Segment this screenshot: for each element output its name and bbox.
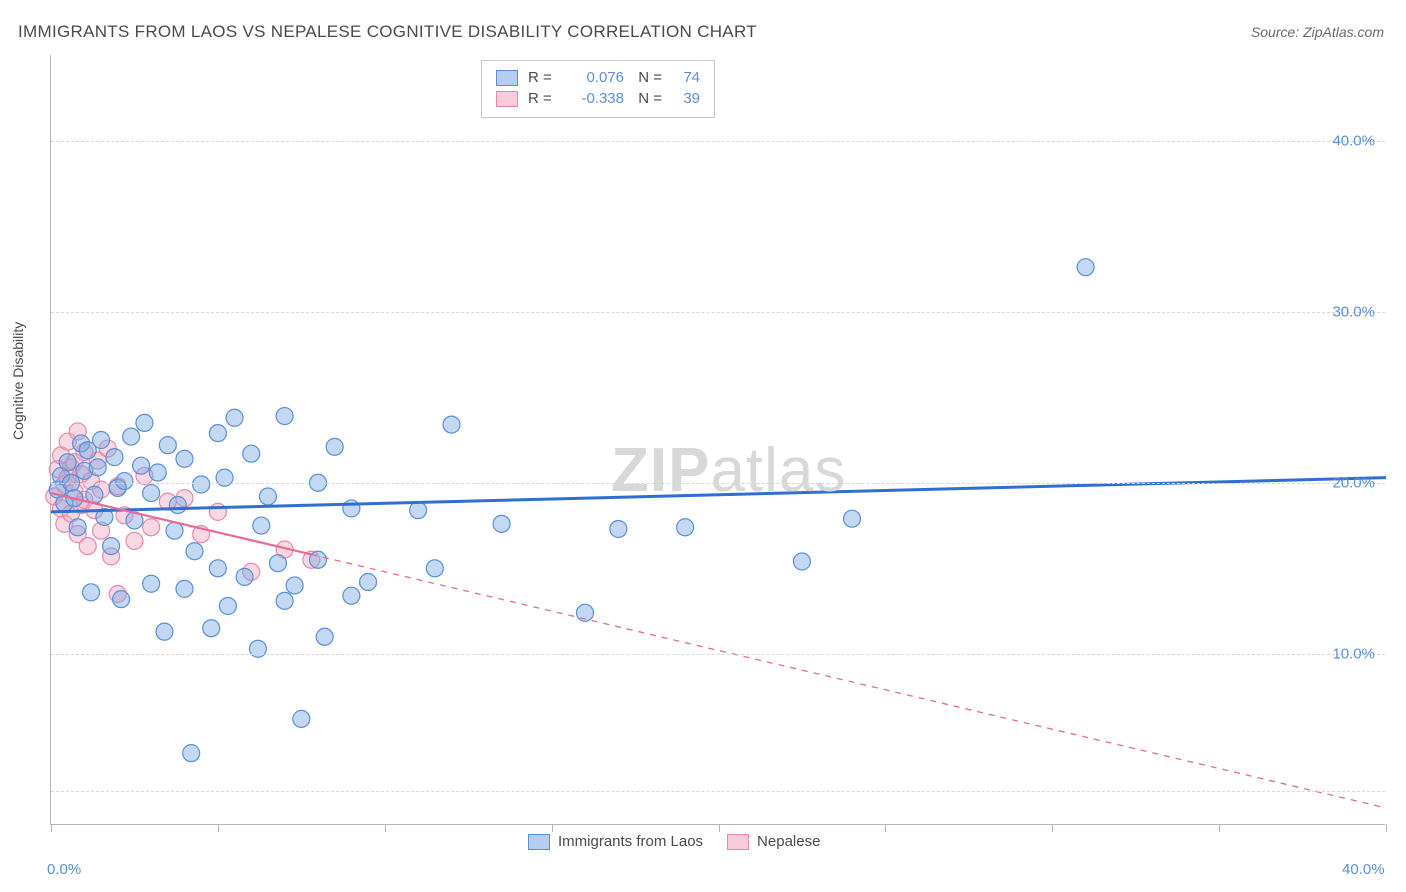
scatter-point xyxy=(236,568,253,585)
scatter-point xyxy=(293,710,310,727)
scatter-point xyxy=(133,457,150,474)
scatter-point xyxy=(176,580,193,597)
scatter-point xyxy=(276,408,293,425)
r-label: R = xyxy=(528,69,558,86)
scatter-point xyxy=(89,459,106,476)
legend-item-0: Immigrants from Laos xyxy=(528,833,703,850)
y-axis-label: Cognitive Disability xyxy=(10,322,26,440)
scatter-point xyxy=(143,519,160,536)
scatter-point xyxy=(219,597,236,614)
scatter-point xyxy=(193,476,210,493)
chart-title: IMMIGRANTS FROM LAOS VS NEPALESE COGNITI… xyxy=(18,22,757,42)
scatter-point xyxy=(143,485,160,502)
scatter-point xyxy=(113,591,130,608)
scatter-point xyxy=(203,620,220,637)
scatter-point xyxy=(677,519,694,536)
scatter-point xyxy=(209,425,226,442)
series-legend: Immigrants from Laos Nepalese xyxy=(528,833,820,850)
n-label: N = xyxy=(634,90,662,107)
scatter-point xyxy=(426,560,443,577)
scatter-point xyxy=(243,445,260,462)
n-value-0: 74 xyxy=(672,69,700,86)
scatter-point xyxy=(209,560,226,577)
x-tick-label: 0.0% xyxy=(47,861,81,878)
trend-line-dashed xyxy=(311,554,1386,807)
scatter-point xyxy=(343,587,360,604)
scatter-point xyxy=(159,437,176,454)
scatter-point xyxy=(156,623,173,640)
y-tick-label: 30.0% xyxy=(1332,303,1375,320)
scatter-point xyxy=(59,454,76,471)
r-value-0: 0.076 xyxy=(568,69,624,86)
scatter-point xyxy=(143,575,160,592)
y-tick-label: 10.0% xyxy=(1332,645,1375,662)
scatter-point xyxy=(106,449,123,466)
swatch-blue-icon xyxy=(496,70,518,86)
scatter-point xyxy=(123,428,140,445)
stats-legend: R = 0.076 N = 74 R = -0.338 N = 39 xyxy=(481,60,715,118)
scatter-point xyxy=(793,553,810,570)
x-tick-label: 40.0% xyxy=(1342,861,1385,878)
source-label: Source: ZipAtlas.com xyxy=(1251,24,1384,40)
scatter-point xyxy=(183,745,200,762)
swatch-blue-icon xyxy=(528,834,550,850)
scatter-point xyxy=(1077,259,1094,276)
legend-item-1: Nepalese xyxy=(727,833,820,850)
scatter-point xyxy=(69,519,86,536)
scatter-point xyxy=(269,555,286,572)
stats-legend-row-0: R = 0.076 N = 74 xyxy=(496,67,700,88)
scatter-point xyxy=(343,500,360,517)
n-value-1: 39 xyxy=(672,90,700,107)
scatter-point xyxy=(410,502,427,519)
scatter-point xyxy=(253,517,270,534)
scatter-point xyxy=(226,409,243,426)
y-tick-label: 20.0% xyxy=(1332,474,1375,491)
n-label: N = xyxy=(634,69,662,86)
scatter-point xyxy=(176,450,193,467)
scatter-point xyxy=(136,414,153,431)
stats-legend-row-1: R = -0.338 N = 39 xyxy=(496,88,700,109)
r-value-1: -0.338 xyxy=(568,90,624,107)
scatter-point xyxy=(310,551,327,568)
scatter-point xyxy=(166,522,183,539)
scatter-point xyxy=(149,464,166,481)
scatter-point xyxy=(209,503,226,520)
scatter-point xyxy=(610,520,627,537)
scatter-point xyxy=(86,486,103,503)
scatter-point xyxy=(83,584,100,601)
scatter-point xyxy=(116,473,133,490)
scatter-point xyxy=(360,574,377,591)
scatter-point xyxy=(103,538,120,555)
scatter-point xyxy=(326,438,343,455)
legend-label-1: Nepalese xyxy=(757,833,820,850)
swatch-pink-icon xyxy=(727,834,749,850)
scatter-point xyxy=(286,577,303,594)
swatch-pink-icon xyxy=(496,91,518,107)
plot-area: ZIPatlas R = 0.076 N = 74 R = -0.338 N =… xyxy=(50,55,1385,825)
scatter-point xyxy=(259,488,276,505)
scatter-point xyxy=(443,416,460,433)
scatter-point xyxy=(316,628,333,645)
scatter-point xyxy=(493,515,510,532)
legend-label-0: Immigrants from Laos xyxy=(558,833,703,850)
chart-svg xyxy=(51,55,1385,824)
r-label: R = xyxy=(528,90,558,107)
scatter-point xyxy=(93,432,110,449)
scatter-point xyxy=(276,592,293,609)
scatter-point xyxy=(126,532,143,549)
scatter-point xyxy=(169,497,186,514)
scatter-point xyxy=(186,543,203,560)
y-tick-label: 40.0% xyxy=(1332,132,1375,149)
scatter-point xyxy=(79,538,96,555)
scatter-point xyxy=(844,510,861,527)
